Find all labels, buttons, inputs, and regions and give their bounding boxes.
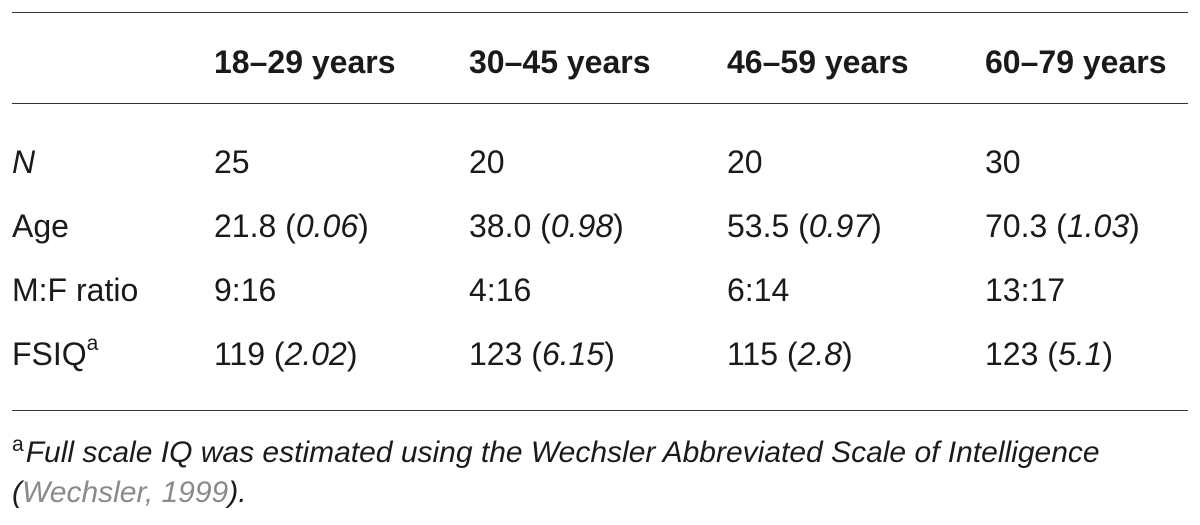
table-cell: 115 (2.8) bbox=[727, 336, 853, 372]
table-top-rule bbox=[12, 12, 1188, 13]
cell-value: 53.5 bbox=[727, 208, 790, 244]
table-cell: 70.3 (1.03) bbox=[985, 208, 1140, 244]
cell-se: 0.06 bbox=[295, 208, 359, 244]
row-label-text: FSIQ bbox=[12, 336, 87, 372]
cell-value: 123 bbox=[985, 336, 1039, 372]
table-footnote: aFull scale IQ was estimated using the W… bbox=[12, 433, 1192, 513]
table-cell: 123 (5.1) bbox=[985, 336, 1114, 372]
row-label-fsiq: FSIQa bbox=[12, 333, 98, 372]
cell-value: 115 bbox=[727, 336, 779, 372]
table-cell: 20 bbox=[727, 144, 763, 180]
column-header-60-79: 60–79 years bbox=[985, 44, 1167, 80]
cell-se: 2.02 bbox=[284, 336, 347, 372]
cell-value: 21.8 bbox=[214, 208, 277, 244]
row-label-age: Age bbox=[12, 208, 69, 244]
cell-value: 123 bbox=[469, 336, 523, 372]
cell-value: 119 bbox=[214, 336, 266, 372]
row-label-mf-ratio: M:F ratio bbox=[12, 272, 139, 308]
table-cell: 4:16 bbox=[469, 272, 532, 308]
table-cell: 123 (6.15) bbox=[469, 336, 615, 372]
table-cell: 21.8 (0.06) bbox=[214, 208, 369, 244]
column-header-18-29: 18–29 years bbox=[214, 44, 396, 80]
table-cell: 25 bbox=[214, 144, 250, 180]
table-cell: 6:14 bbox=[727, 272, 790, 308]
row-label-n: N bbox=[12, 144, 36, 180]
footnote-text-end: ). bbox=[228, 476, 247, 509]
table-header-rule bbox=[12, 103, 1188, 104]
cell-se: 2.8 bbox=[797, 336, 843, 372]
table-cell: 13:17 bbox=[985, 272, 1066, 308]
table-cell: 9:16 bbox=[214, 272, 277, 308]
cell-se: 0.97 bbox=[808, 208, 872, 244]
cell-se: 1.03 bbox=[1066, 208, 1130, 244]
footnote-text: Full scale IQ was estimated using the We… bbox=[12, 436, 1100, 509]
column-header-46-59: 46–59 years bbox=[727, 44, 909, 80]
column-header-30-45: 30–45 years bbox=[469, 44, 651, 80]
table-cell: 53.5 (0.97) bbox=[727, 208, 882, 244]
cell-se: 5.1 bbox=[1057, 336, 1103, 372]
table-cell: 38.0 (0.98) bbox=[469, 208, 624, 244]
footnote-marker: a bbox=[86, 332, 99, 356]
citation-link[interactable]: Wechsler, 1999 bbox=[22, 476, 229, 509]
table-cell: 20 bbox=[469, 144, 505, 180]
cell-value: 70.3 bbox=[985, 208, 1048, 244]
table-cell: 30 bbox=[985, 144, 1021, 180]
footnote-marker: a bbox=[12, 433, 24, 456]
cell-se: 6.15 bbox=[541, 336, 605, 372]
table-bottom-rule bbox=[12, 410, 1188, 411]
cell-value: 38.0 bbox=[469, 208, 532, 244]
table-cell: 119 (2.02) bbox=[214, 336, 358, 372]
cell-se: 0.98 bbox=[550, 208, 614, 244]
